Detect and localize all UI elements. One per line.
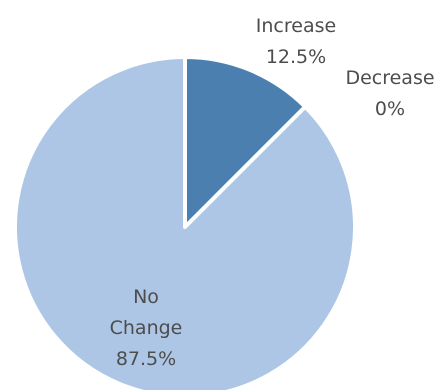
- slice-label-increase: Increase: [256, 15, 336, 37]
- slice-value-decrease: 0%: [375, 98, 405, 120]
- pie-slice-no-change: [13, 55, 357, 390]
- pie-slice-increase: [183, 55, 308, 229]
- slice-label-no-change-line2: Change: [110, 317, 183, 339]
- slice-label-no-change-line1: No: [133, 286, 159, 308]
- pie-slices: [13, 55, 357, 390]
- slice-label-decrease: Decrease: [345, 67, 434, 89]
- slice-value-no-change: 87.5%: [116, 348, 176, 370]
- slice-value-increase: 12.5%: [266, 46, 326, 68]
